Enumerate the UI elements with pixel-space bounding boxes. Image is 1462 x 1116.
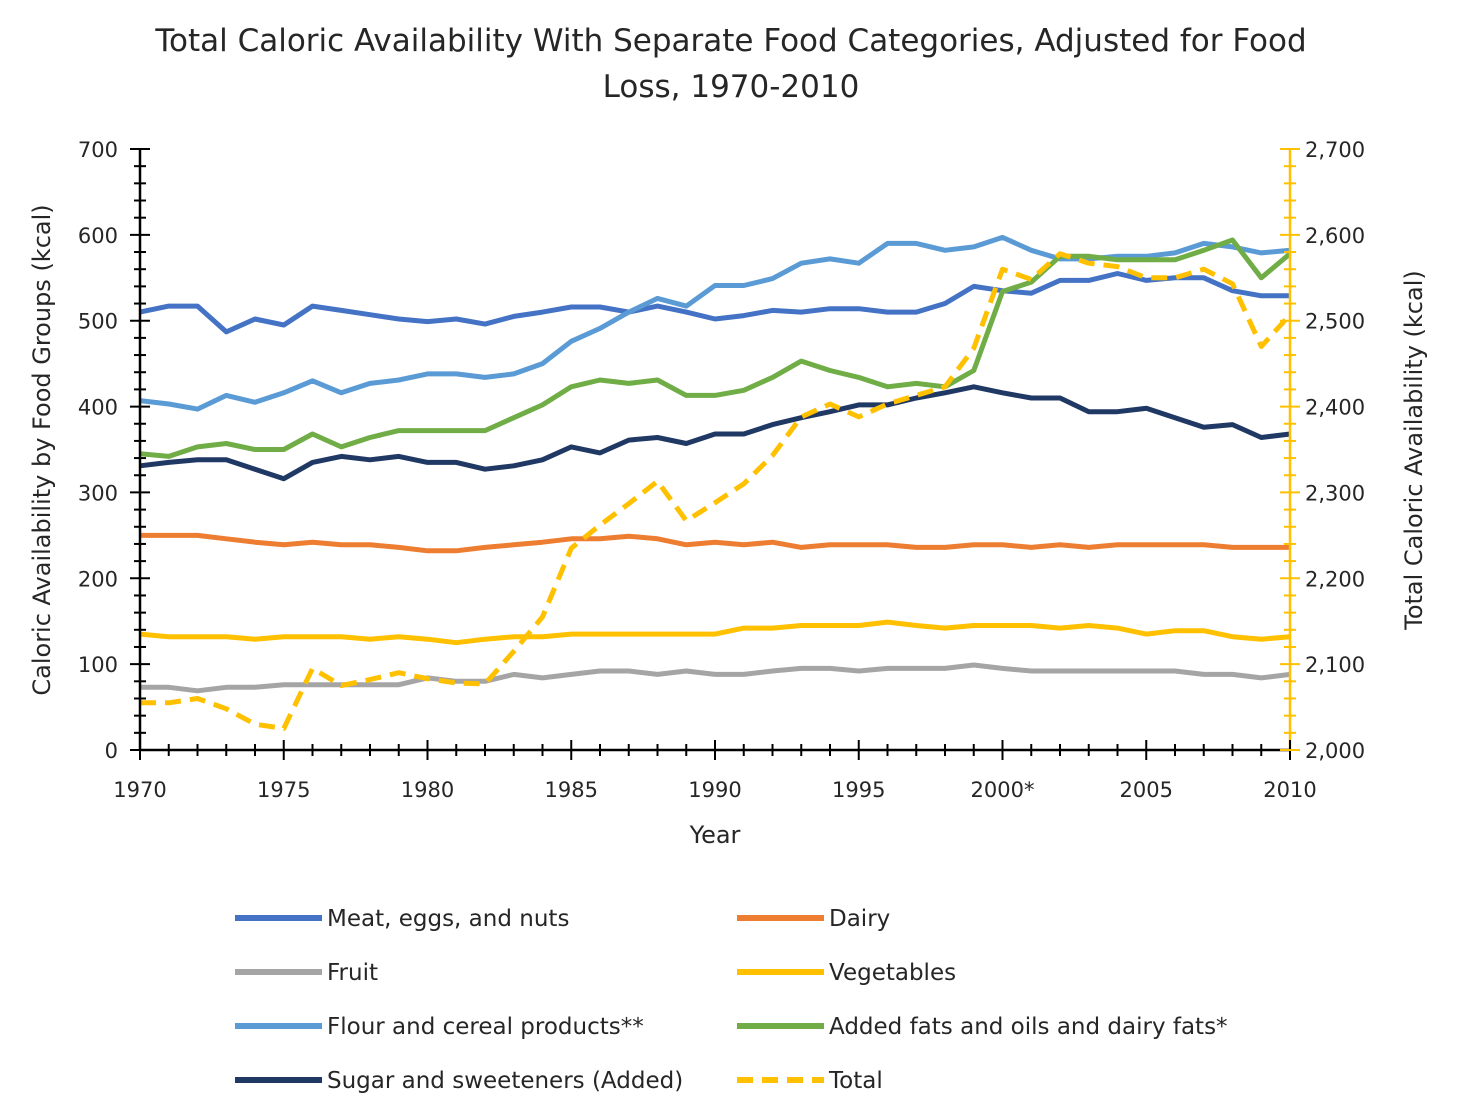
series-line-dairy xyxy=(140,532,1290,554)
series-line-vegetables xyxy=(139,619,1291,646)
x-tick-label: 1975 xyxy=(257,778,310,802)
x-tick-label: 2000* xyxy=(971,778,1035,802)
axes xyxy=(138,149,1292,752)
series-line-added-fats-and-oils-and-dairy-fats xyxy=(139,237,1292,459)
legend-label-vegetables: Vegetables xyxy=(829,960,956,986)
y-left-tick-label: 200 xyxy=(78,567,118,591)
series-line-meat-eggs-and-nuts xyxy=(139,271,1290,335)
legend-label-flour-and-cereal-products: Flour and cereal products** xyxy=(327,1014,644,1040)
y-left-tick-label: 400 xyxy=(78,396,118,420)
y-left-tick-label: 500 xyxy=(78,310,118,334)
legend-label-added-fats-and-oils-and-dairy-fats: Added fats and oils and dairy fats* xyxy=(829,1014,1228,1040)
y-right-tick-label: 2,600 xyxy=(1305,224,1365,248)
x-tick-label: 2010 xyxy=(1263,778,1316,802)
legend-label-meat-eggs-and-nuts: Meat, eggs, and nuts xyxy=(327,906,569,932)
x-axis-title: Year xyxy=(689,821,741,849)
legend-label-sugar-and-sweeteners-added: Sugar and sweeteners (Added) xyxy=(327,1068,683,1094)
y-axis-left-title: Caloric Availability by Food Groups (kca… xyxy=(28,204,56,695)
y-right-tick-label: 2,100 xyxy=(1305,653,1365,677)
series-line-total xyxy=(140,251,1292,731)
chart-title-line-1: Total Caloric Availability With Separate… xyxy=(155,23,1307,59)
y-left-tick-label: 0 xyxy=(105,739,118,763)
x-tick-label: 2005 xyxy=(1120,778,1173,802)
series-line-flour-and-cereal-products xyxy=(139,234,1291,412)
axis-ticks: 1970 1975 1980 1985 1990 1995 2000* 2005 2010 0 10… xyxy=(78,138,1365,802)
legend-label-total: Total xyxy=(828,1068,883,1094)
chart-title-line-2: Loss, 1970-2010 xyxy=(602,69,860,105)
series-line-sugar-and-sweeteners-added xyxy=(139,384,1291,482)
x-tick-label: 1990 xyxy=(688,778,741,802)
y-right-tick-label: 2,000 xyxy=(1305,739,1365,763)
y-right-tick-label: 2,700 xyxy=(1305,138,1365,162)
y-axis-right-title: Total Caloric Availability (kcal) xyxy=(1400,270,1428,631)
y-left-tick-label: 700 xyxy=(78,138,118,162)
x-tick-label: 1980 xyxy=(401,778,454,802)
x-tick-label: 1995 xyxy=(832,778,885,802)
y-right-tick-label: 2,500 xyxy=(1305,310,1365,334)
x-tick-label: 1970 xyxy=(113,778,166,802)
y-left-tick-label: 100 xyxy=(78,653,118,677)
x-tick-label: 1985 xyxy=(545,778,598,802)
series-line-fruit xyxy=(140,662,1291,694)
legend-label-fruit: Fruit xyxy=(327,960,378,986)
legend: Meat, eggs, and nuts Dairy Fruit Vegetables… xyxy=(235,906,1228,1094)
chart-title: Total Caloric Availability With Separate… xyxy=(0,18,1462,110)
y-left-tick-label: 300 xyxy=(78,481,118,505)
y-right-tick-label: 2,200 xyxy=(1305,567,1365,591)
y-right-tick-label: 2,300 xyxy=(1305,481,1365,505)
y-left-tick-label: 600 xyxy=(78,224,118,248)
legend-label-dairy: Dairy xyxy=(829,906,890,932)
y-right-tick-label: 2,400 xyxy=(1305,396,1365,420)
plot-lines xyxy=(139,234,1292,731)
